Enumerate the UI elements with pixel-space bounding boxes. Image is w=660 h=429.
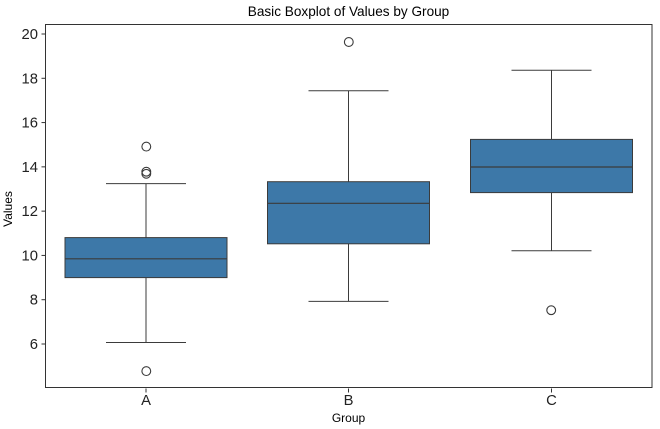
svg-text:20: 20 bbox=[22, 27, 38, 43]
svg-text:10: 10 bbox=[22, 248, 38, 264]
svg-text:B: B bbox=[344, 393, 354, 409]
svg-text:12: 12 bbox=[22, 204, 38, 220]
svg-text:A: A bbox=[141, 393, 151, 409]
svg-text:C: C bbox=[546, 393, 557, 409]
svg-text:6: 6 bbox=[30, 337, 38, 353]
svg-text:Basic Boxplot of Values by Gro: Basic Boxplot of Values by Group bbox=[248, 4, 450, 19]
svg-text:18: 18 bbox=[22, 71, 38, 87]
svg-text:Group: Group bbox=[332, 411, 366, 425]
svg-text:16: 16 bbox=[22, 116, 38, 132]
svg-text:8: 8 bbox=[30, 293, 38, 309]
svg-text:14: 14 bbox=[22, 160, 38, 176]
